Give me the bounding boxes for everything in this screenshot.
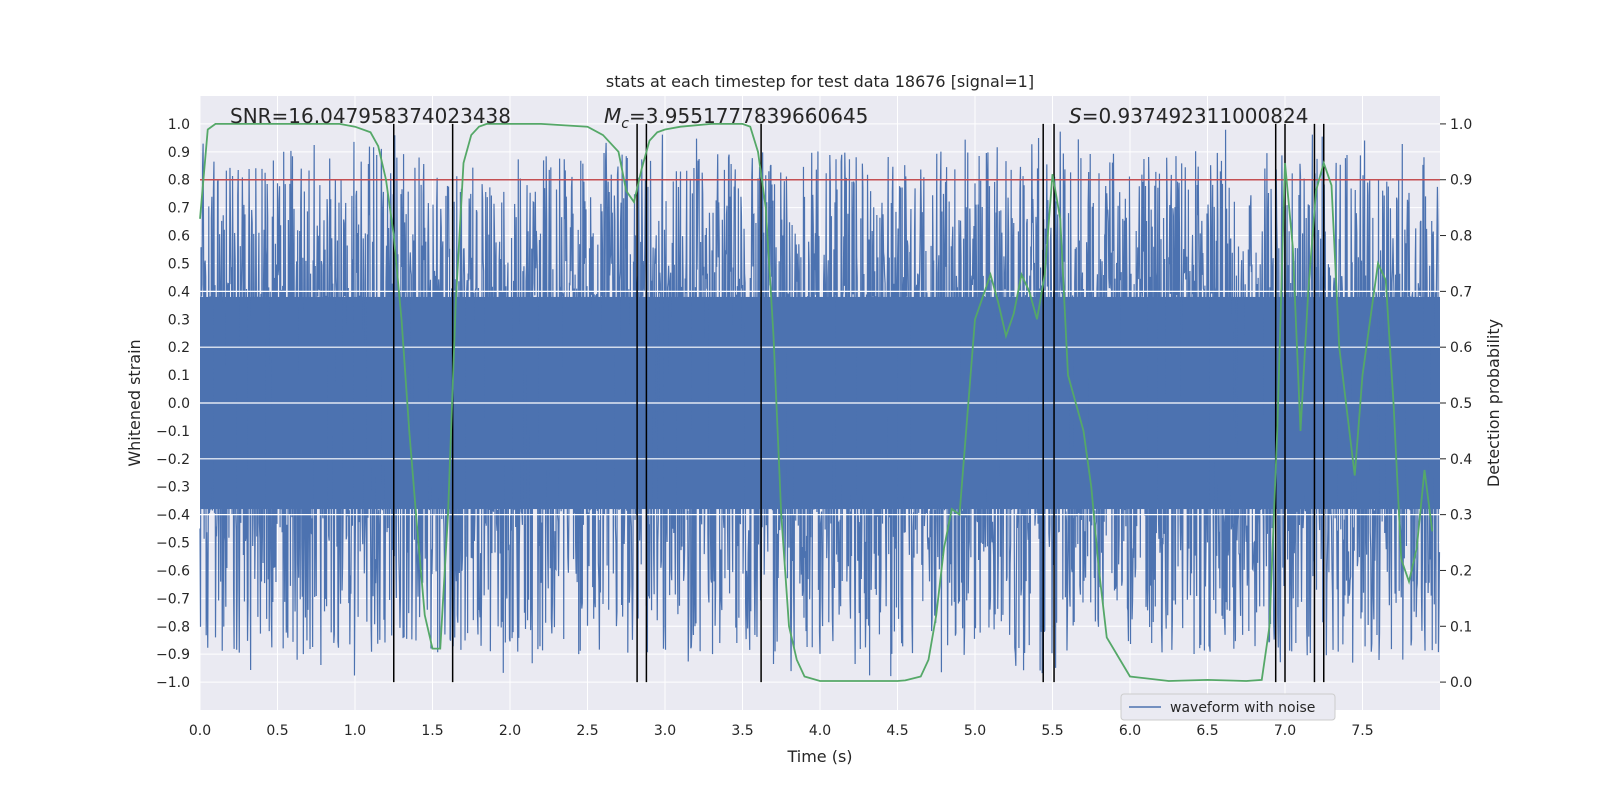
y2-tick-label-10: 1.0: [1450, 117, 1472, 133]
x-tick-label-15: 7.5: [1351, 723, 1373, 739]
y-tick-label-14: 0.4: [168, 284, 190, 300]
y-tick-label-15: 0.5: [168, 256, 190, 272]
x-tick-label-10: 5.0: [964, 723, 986, 739]
y2-tick-label-2: 0.2: [1450, 563, 1472, 579]
x-tick-label-9: 4.5: [886, 723, 908, 739]
y-tick-label-0: −1.0: [156, 675, 190, 691]
y2-tick-label-3: 0.3: [1450, 508, 1472, 524]
y-tick-label-16: 0.6: [168, 229, 190, 245]
s-symbol: S: [1069, 104, 1082, 128]
x-tick-label-11: 5.5: [1041, 723, 1063, 739]
legend-box: [1120, 693, 1336, 721]
y-axis-ticks: −1.0 −0.9 −0.8 −0.7 −0.6 −0.5 −0.4 −0.3 −0.2 −0.1…: [156, 117, 190, 691]
y-tick-label-13: 0.3: [168, 312, 190, 328]
x-tick-label-4: 2.0: [499, 723, 521, 739]
y-tick-label-17: 0.7: [168, 201, 190, 217]
y-tick-label-20: 1.0: [168, 117, 190, 133]
x-axis-label: Time (s): [786, 747, 852, 766]
x-tick-label-0: 0.0: [189, 723, 211, 739]
y2-tick-label-9: 0.9: [1450, 173, 1472, 189]
y2-tick-label-7: 0.7: [1450, 284, 1472, 300]
x-tick-label-14: 7.0: [1274, 723, 1296, 739]
y-tick-label-9: −0.1: [156, 424, 190, 440]
x-tick-label-5: 2.5: [576, 723, 598, 739]
y2-tick-label-1: 0.1: [1450, 619, 1472, 635]
chirp-mass-value: =3.9551777839660645: [629, 104, 868, 128]
chirp-mass-subscript: c: [621, 116, 629, 132]
y2-axis-label: Detection probability: [1484, 319, 1503, 487]
x-tick-label-7: 3.5: [731, 723, 753, 739]
x-tick-label-3: 1.5: [421, 723, 443, 739]
x-tick-label-12: 6.0: [1119, 723, 1141, 739]
y2-axis-ticks: 0.0 0.1 0.2 0.3 0.4 0.5 0.6 0.7 0.8 0.9 1.0: [1440, 117, 1472, 691]
event-lines: [393, 123, 1325, 683]
x-tick-label-13: 6.5: [1196, 723, 1218, 739]
y-tick-label-11: 0.1: [168, 368, 190, 384]
legend-label: waveform with noise: [1170, 700, 1315, 716]
legend: waveform with noise: [1120, 693, 1336, 721]
y-tick-label-6: −0.4: [156, 508, 190, 524]
chirp-mass-symbol: M: [604, 104, 621, 128]
x-tick-label-1: 0.5: [266, 723, 288, 739]
y-tick-label-4: −0.6: [156, 563, 190, 579]
probability-line: [199, 123, 1434, 682]
y2-tick-label-5: 0.5: [1450, 396, 1472, 412]
snr-annotation: SNR=16.047958374023438: [230, 104, 511, 128]
y-tick-label-18: 0.8: [168, 173, 190, 189]
chart-title: stats at each timestep for test data 186…: [606, 72, 1034, 91]
y-tick-label-3: −0.7: [156, 591, 190, 607]
x-axis-ticks: 0.0 0.5 1.0 1.5 2.0 2.5 3.0 3.5 4.0 4.5 5.0 5.5 6.0 6…: [189, 723, 1374, 739]
y-tick-label-10: 0.0: [168, 396, 190, 412]
y-tick-label-12: 0.2: [168, 340, 190, 356]
y-tick-label-2: −0.8: [156, 619, 190, 635]
s-value: =0.937492311000824: [1082, 104, 1309, 128]
secondary-grid-lines: [200, 290, 1440, 516]
x-tick-label-8: 4.0: [809, 723, 831, 739]
y-tick-label-7: −0.3: [156, 480, 190, 496]
y2-tick-label-8: 0.8: [1450, 229, 1472, 245]
y2-tick-label-4: 0.4: [1450, 452, 1472, 468]
noise-trace: [199, 129, 1441, 677]
chirp-mass-annotation: Mc=3.9551777839660645: [604, 104, 868, 132]
y-tick-label-1: −0.9: [156, 647, 190, 663]
y-axis-label: Whitened strain: [125, 339, 144, 466]
x-tick-label-6: 3.0: [654, 723, 676, 739]
y-tick-label-19: 0.9: [168, 145, 190, 161]
x-tick-label-2: 1.0: [344, 723, 366, 739]
probability-series: [199, 123, 1434, 682]
s-annotation: S=0.937492311000824: [1069, 104, 1308, 128]
y2-tick-label-0: 0.0: [1450, 675, 1472, 691]
y-tick-label-5: −0.5: [156, 536, 190, 552]
y-tick-label-8: −0.2: [156, 452, 190, 468]
y2-tick-label-6: 0.6: [1450, 340, 1472, 356]
